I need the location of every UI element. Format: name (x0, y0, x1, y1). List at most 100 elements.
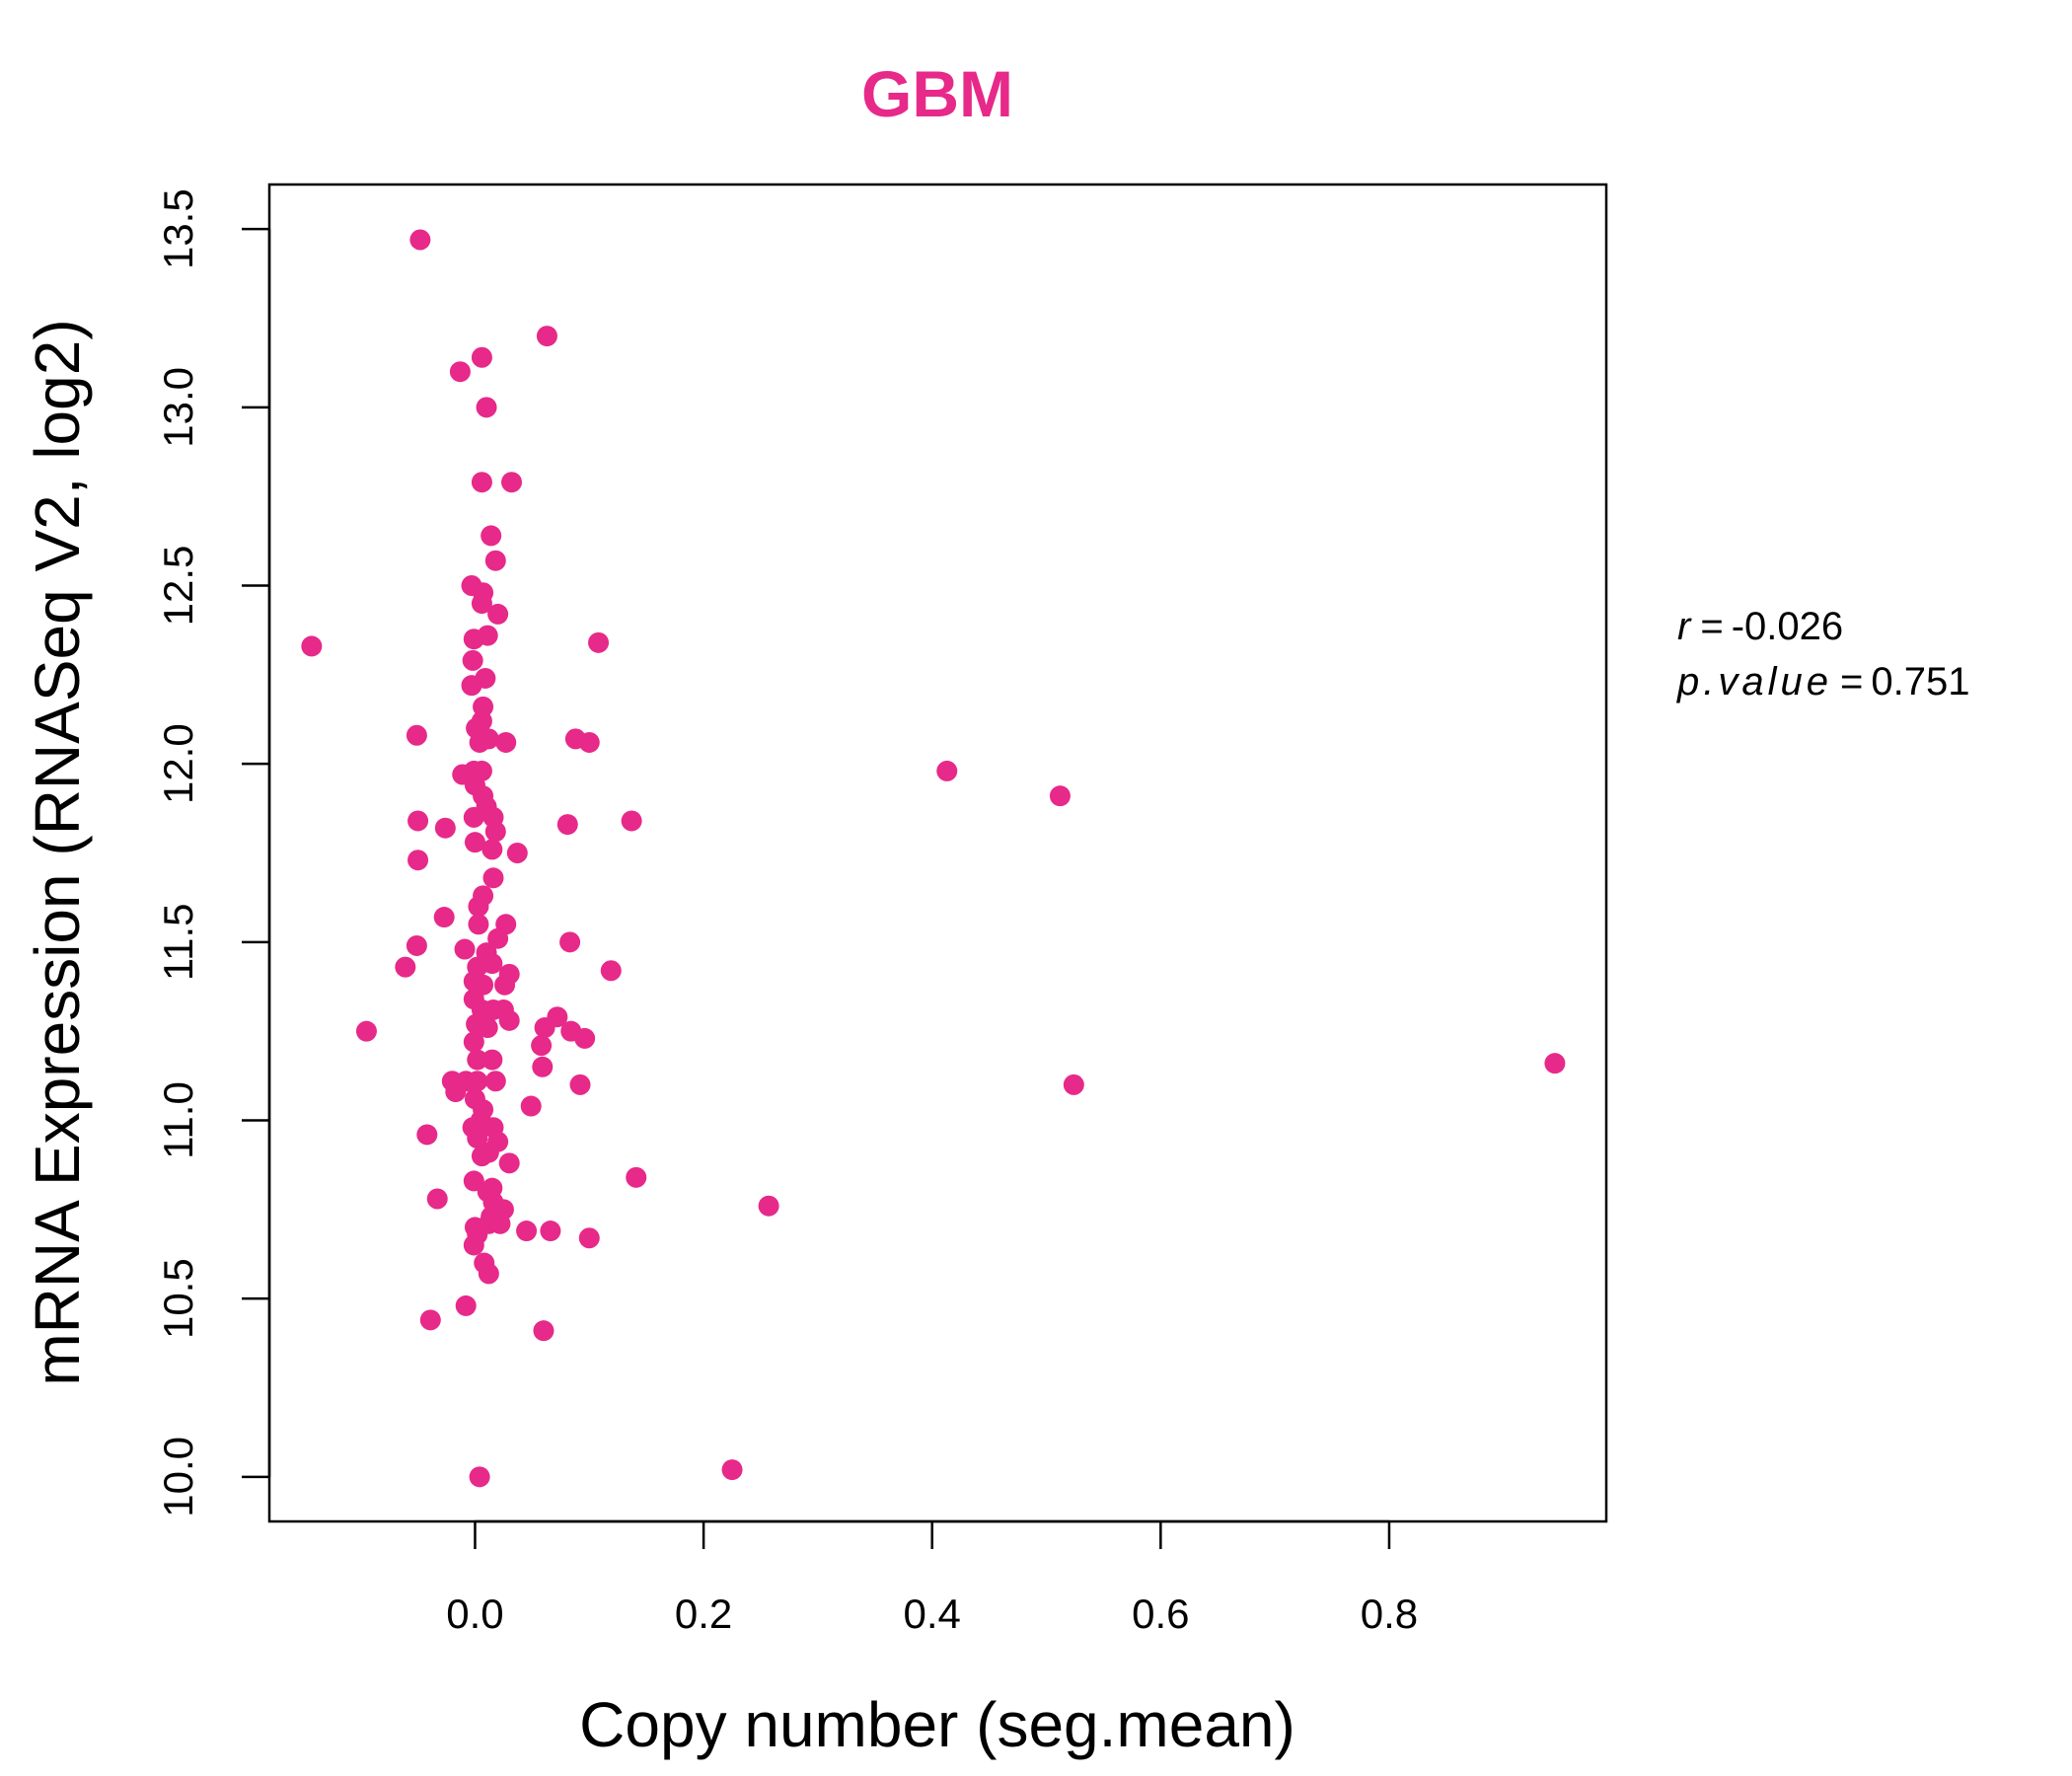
data-point (588, 631, 610, 653)
data-point (481, 525, 502, 547)
data-point (471, 346, 492, 368)
data-point (533, 1320, 555, 1342)
data-point (406, 724, 427, 746)
data-point (355, 1020, 377, 1042)
p-equals: = (1840, 660, 1863, 703)
data-point (721, 1459, 743, 1481)
data-point (532, 1056, 554, 1077)
data-point (626, 1166, 647, 1188)
data-point (574, 1027, 596, 1049)
data-point (449, 361, 471, 383)
data-point (462, 649, 483, 671)
y-tick-label: 10.5 (155, 1258, 201, 1339)
data-point (482, 867, 504, 889)
data-point (434, 817, 456, 839)
data-point (484, 550, 506, 571)
data-point (407, 810, 429, 832)
data-point (1049, 785, 1071, 807)
data-point (534, 1017, 555, 1039)
data-point (471, 593, 492, 615)
data-point (556, 814, 578, 836)
data-point (467, 1128, 488, 1149)
data-point (471, 1146, 492, 1167)
data-point (569, 1073, 591, 1095)
data-points (301, 229, 1566, 1488)
y-axis-label: mRNA Expression (RNASeq V2, log2) (22, 319, 93, 1385)
data-point (301, 635, 323, 657)
data-point (433, 907, 455, 928)
data-point (484, 1071, 506, 1092)
data-point (621, 810, 642, 832)
y-tick-label: 12.0 (155, 723, 201, 804)
data-point (463, 806, 484, 828)
data-point (1063, 1073, 1084, 1095)
r-label: r (1677, 605, 1692, 648)
data-point (516, 1221, 538, 1242)
data-point (471, 472, 492, 493)
data-point (495, 731, 517, 753)
data-point (463, 1031, 484, 1053)
data-point (419, 1309, 441, 1331)
data-point (406, 934, 427, 956)
data-point (578, 731, 600, 753)
x-tick-label: 0.8 (1361, 1591, 1418, 1637)
y-tick-label: 10.0 (155, 1437, 201, 1517)
svg-text:p.value=0.751: p.value = 0.751 (1676, 660, 1969, 703)
data-point (407, 850, 429, 871)
data-point (461, 675, 482, 697)
x-tick-label: 0.6 (1132, 1591, 1189, 1637)
data-point (936, 760, 958, 781)
r-value: -0.026 (1732, 605, 1843, 648)
data-point (469, 731, 490, 753)
data-point (454, 938, 476, 960)
svg-text:r=-0.026: r = -0.026 (1677, 605, 1843, 648)
data-point (467, 1071, 488, 1092)
data-point (467, 1049, 488, 1071)
data-point (477, 1017, 498, 1039)
data-point (540, 1221, 561, 1242)
data-point (520, 1095, 542, 1117)
data-point (1544, 1053, 1566, 1074)
data-point (468, 896, 489, 918)
data-point (469, 1466, 490, 1488)
data-point (476, 397, 497, 418)
data-point (487, 927, 509, 949)
data-point (498, 1152, 520, 1174)
p-label: p.value (1676, 660, 1832, 703)
data-point (487, 603, 509, 625)
data-point (477, 625, 498, 646)
y-tick-label: 13.5 (155, 188, 201, 269)
data-point (578, 1227, 600, 1249)
data-point (501, 472, 523, 493)
data-point (426, 1188, 448, 1210)
data-point (536, 326, 557, 347)
data-point (484, 821, 506, 843)
data-point (409, 229, 431, 251)
data-point (600, 960, 622, 982)
data-point (758, 1195, 779, 1217)
y-tick-label: 11.5 (155, 904, 201, 982)
x-tick-label: 0.4 (904, 1591, 961, 1637)
r-equals: = (1700, 605, 1723, 648)
data-point (481, 1049, 503, 1071)
y-tick-label: 13.0 (155, 367, 201, 448)
x-axis-label: Copy number (seg.mean) (579, 1689, 1295, 1760)
correlation-annotation: r = -0.026 p.value = 0.751 (1676, 605, 1969, 703)
data-point (478, 1263, 499, 1285)
y-axis: 10.0 10.5 11.0 11.5 12.0 12.5 13.0 13.5 (155, 188, 271, 1517)
data-point (494, 974, 516, 996)
data-point (463, 1234, 484, 1256)
data-point (506, 843, 528, 863)
data-point (464, 832, 485, 853)
data-point (416, 1124, 438, 1146)
y-tick-label: 11.0 (155, 1081, 201, 1159)
data-point (489, 1213, 511, 1234)
y-tick-label: 12.5 (155, 546, 201, 627)
data-point (395, 956, 416, 978)
data-point (498, 1009, 520, 1031)
data-point (445, 1081, 467, 1103)
plot-frame (267, 183, 1608, 1523)
data-point (481, 839, 503, 860)
p-value: 0.751 (1871, 660, 1969, 703)
